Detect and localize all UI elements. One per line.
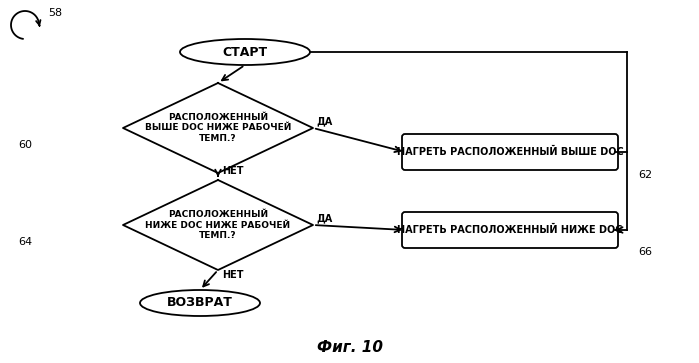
Text: СТАРТ: СТАРТ — [222, 45, 268, 58]
Text: ДА: ДА — [316, 213, 332, 223]
Text: ДА: ДА — [316, 116, 332, 126]
Text: ВОЗВРАТ: ВОЗВРАТ — [167, 297, 233, 310]
Text: РАСПОЛОЖЕННЫЙ
НИЖЕ DOC НИЖЕ РАБОЧЕЙ
ТЕМП.?: РАСПОЛОЖЕННЫЙ НИЖЕ DOC НИЖЕ РАБОЧЕЙ ТЕМП… — [145, 210, 291, 240]
Text: РАСПОЛОЖЕННЫЙ
ВЫШЕ DOC НИЖЕ РАБОЧЕЙ
ТЕМП.?: РАСПОЛОЖЕННЫЙ ВЫШЕ DOC НИЖЕ РАБОЧЕЙ ТЕМП… — [145, 113, 291, 143]
Text: 66: 66 — [638, 247, 652, 257]
Text: 58: 58 — [48, 8, 62, 18]
Text: 62: 62 — [638, 170, 652, 180]
Text: 64: 64 — [18, 237, 32, 247]
Text: Фиг. 10: Фиг. 10 — [317, 339, 383, 355]
Text: НАГРЕТЬ РАСПОЛОЖЕННЫЙ ВЫШЕ DOC: НАГРЕТЬ РАСПОЛОЖЕННЫЙ ВЫШЕ DOC — [396, 147, 624, 157]
Text: НЕТ: НЕТ — [222, 270, 243, 280]
Text: НЕТ: НЕТ — [222, 167, 243, 176]
Text: НАГРЕТЬ РАСПОЛОЖЕННЫЙ НИЖЕ DOC: НАГРЕТЬ РАСПОЛОЖЕННЫЙ НИЖЕ DOC — [397, 225, 623, 235]
Text: 60: 60 — [18, 140, 32, 150]
